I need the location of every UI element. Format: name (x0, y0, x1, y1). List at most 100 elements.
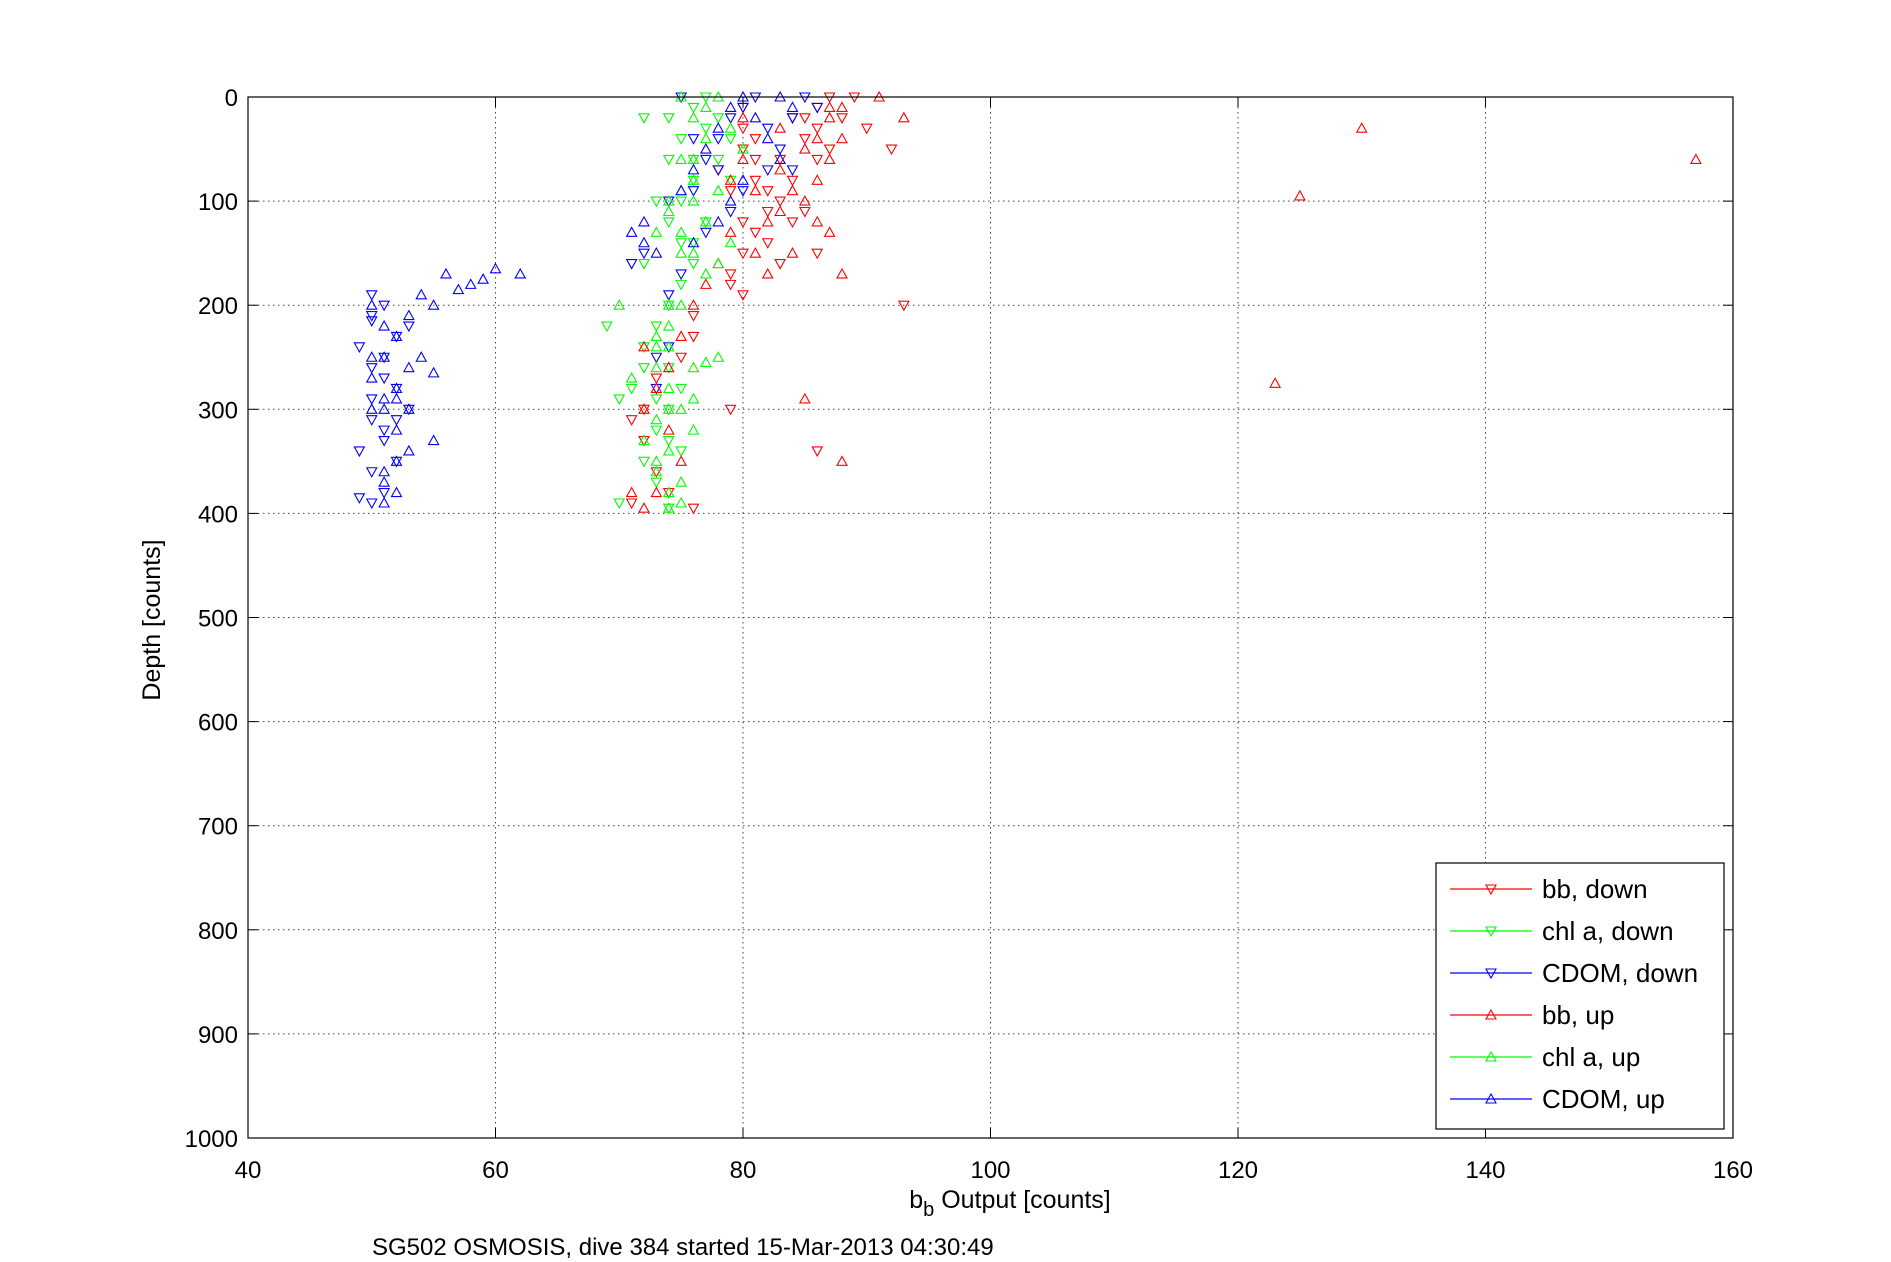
data-point (650, 361, 663, 373)
data-point (625, 498, 638, 510)
data-point (477, 273, 490, 284)
y-tick-label: 400 (198, 501, 238, 528)
data-point (662, 194, 675, 206)
data-point (749, 111, 762, 123)
legend-items: bb, down chl a, down CDOM, down bb, up chl a… (1450, 874, 1698, 1114)
data-point (662, 502, 675, 513)
data-point (687, 423, 700, 435)
data-point (650, 340, 663, 352)
data-point (390, 382, 403, 394)
data-point (724, 134, 737, 145)
figure-caption: SG502 OSMOSIS, dive 384 started 15-Mar-2… (372, 1234, 994, 1261)
data-point (638, 363, 650, 374)
data-point (786, 217, 799, 229)
data-point (836, 132, 848, 144)
data-point (687, 174, 700, 185)
data-point (724, 174, 737, 185)
data-point (390, 423, 403, 435)
data-point (699, 278, 712, 289)
data-point (786, 175, 799, 187)
data-point (365, 415, 378, 426)
data-point (427, 434, 440, 446)
data-point (761, 123, 774, 135)
data-point (378, 403, 391, 414)
x-tick-label: 160 (1713, 1157, 1753, 1184)
data-point (687, 503, 700, 515)
legend-marker (1485, 1092, 1497, 1104)
data-point (365, 498, 378, 510)
data-point (650, 486, 663, 498)
data-point (836, 113, 848, 124)
data-point (675, 279, 688, 291)
data-point (823, 153, 836, 165)
series-4-points (613, 90, 749, 513)
data-point (687, 259, 700, 270)
data-point (378, 319, 391, 331)
data-point (625, 486, 638, 498)
data-point (823, 101, 836, 112)
data-point (650, 352, 663, 364)
data-point (687, 247, 700, 258)
data-point (798, 142, 811, 154)
legend: bb, down chl a, down CDOM, down bb, up chl a… (1435, 862, 1725, 1130)
data-point (650, 247, 663, 258)
data-point (675, 247, 688, 258)
data-point (798, 392, 811, 404)
data-point (613, 299, 626, 310)
data-point (774, 144, 787, 156)
data-point (625, 415, 638, 426)
y-tick-label: 500 (198, 606, 238, 633)
data-point (600, 321, 613, 333)
data-point (365, 403, 378, 414)
data-point (662, 319, 675, 331)
data-point (687, 236, 700, 248)
data-point (650, 477, 663, 489)
data-point (761, 165, 774, 177)
data-point (699, 356, 712, 368)
data-point (712, 122, 725, 133)
data-point (761, 186, 774, 197)
data-point (650, 196, 663, 208)
data-point (699, 132, 712, 144)
x-tick-label: 100 (970, 1157, 1010, 1184)
data-point (650, 330, 663, 341)
data-point (836, 455, 848, 466)
data-point (365, 299, 378, 310)
data-point (378, 476, 391, 487)
data-point (675, 383, 688, 395)
legend-item: CDOM, down (1450, 958, 1698, 988)
data-point (897, 300, 910, 312)
data-point (650, 394, 663, 406)
data-point (811, 174, 824, 185)
data-point (378, 465, 391, 477)
y-tick-label: 0 (225, 85, 238, 112)
data-point (675, 238, 688, 249)
data-point (724, 404, 737, 416)
data-point (712, 257, 725, 269)
data-point (662, 113, 675, 124)
data-point (712, 351, 725, 362)
data-point (415, 351, 428, 362)
y-tick-label: 700 (198, 814, 238, 841)
data-point (675, 153, 688, 165)
data-point (402, 309, 415, 321)
data-point (1355, 122, 1368, 133)
data-point (378, 496, 391, 508)
data-point (774, 196, 787, 208)
data-point (761, 267, 774, 279)
data-point (675, 269, 688, 281)
data-point (786, 184, 799, 196)
y-tick-label: 1000 (185, 1126, 238, 1153)
x-axis-label-subscript: b (923, 1199, 934, 1221)
data-point (402, 321, 415, 333)
data-point (353, 342, 366, 353)
data-point (798, 194, 811, 206)
data-point (737, 290, 749, 301)
legend-box (1435, 862, 1725, 1130)
legend-marker (1485, 1008, 1497, 1020)
data-point (650, 425, 663, 437)
data-point (613, 394, 626, 406)
x-tick-label: 40 (235, 1157, 262, 1184)
data-point (749, 247, 762, 258)
